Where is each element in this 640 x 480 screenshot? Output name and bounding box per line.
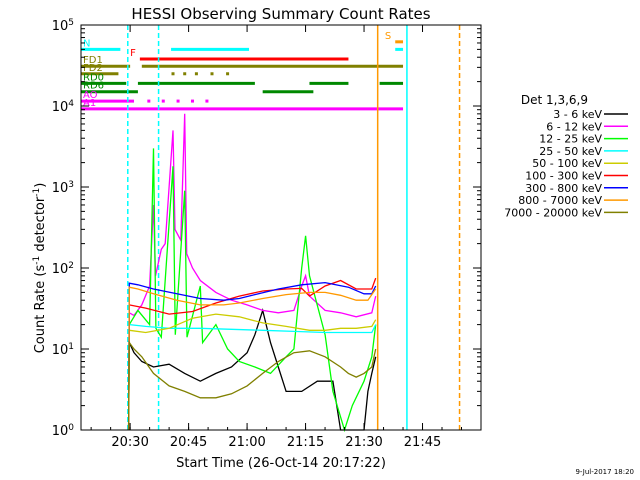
chart-title: HESSI Observing Summary Count Rates [131, 5, 430, 23]
flag-bar-fd2-dot-1 [183, 72, 187, 76]
y-tick-label-5: 105 [52, 18, 74, 34]
legend-entry-0: 3 - 6 keV [553, 108, 602, 121]
flag-bar-fd2-dot-2 [194, 72, 198, 76]
flag-bar-ao-dot-4 [205, 99, 209, 103]
series-line-1 [127, 113, 377, 431]
flag-bar-fd2-dot-0 [171, 72, 175, 76]
series-line-3 [127, 323, 377, 431]
y-axis-label: Count Rate (s-1 detector-1) [32, 183, 48, 354]
plot-frame [80, 24, 482, 431]
series-line-8 [127, 340, 377, 431]
flag-bar-ao-dot-1 [161, 99, 165, 103]
x-tick-label-4: 21:30 [345, 435, 382, 450]
series-line-4 [127, 313, 377, 431]
legend-entry-4: 50 - 100 keV [532, 157, 602, 170]
flag-label-a1: A1 [83, 98, 96, 109]
flag-label-n: N [83, 38, 90, 49]
footer-date: 9-Jul-2017 18:20 [575, 468, 634, 476]
legend-entry-6: 300 - 800 keV [525, 182, 602, 195]
x-tick-label-1: 20:45 [170, 435, 207, 450]
ylabel-superscript-2: -1 [32, 188, 42, 197]
series-line-2 [127, 148, 377, 433]
flag-label-rd0: RD0 [83, 72, 104, 83]
flag-bar-ao-dot-0 [147, 99, 151, 103]
y-tick-label-4: 104 [52, 99, 75, 115]
series-line-7 [127, 286, 377, 431]
flag-bar-ao-dot-2 [176, 99, 180, 103]
flag-label-rd6: RD6 [83, 81, 104, 92]
legend-entry-7: 800 - 7000 keV [518, 194, 602, 207]
x-tick-label-3: 21:15 [287, 435, 324, 450]
legend-title: Det 1,3,6,9 [521, 93, 588, 107]
legend-entry-8: 7000 - 20000 keV [504, 206, 602, 219]
svg-text:Count Rate (s-1 detector-1): Count Rate (s-1 detector-1) [32, 183, 48, 354]
legend-entry-2: 12 - 25 keV [539, 133, 602, 146]
y-tick-label-3: 103 [52, 180, 74, 196]
flag-bar-fd2-dot-3 [210, 72, 214, 76]
x-tick-label-5: 21:45 [404, 435, 441, 450]
legend-entry-3: 25 - 50 keV [539, 145, 602, 158]
x-tick-label-2: 21:00 [228, 435, 265, 450]
x-axis-label: Start Time (26-Oct-14 20:17:22) [176, 456, 386, 471]
flag-bar-ao-dot-3 [191, 99, 195, 103]
legend-entry-1: 6 - 12 keV [546, 120, 602, 133]
y-tick-label-1: 101 [52, 342, 74, 358]
y-tick-label-2: 102 [52, 261, 74, 277]
x-tick-label-0: 20:30 [111, 435, 148, 450]
flag-label-s: S [385, 31, 391, 42]
series-line-6 [127, 281, 377, 431]
flag-label-f: F [130, 48, 136, 59]
flag-label-ao: AO [83, 90, 98, 101]
legend-entry-5: 100 - 300 keV [525, 170, 602, 183]
flag-bar-fd2-dot-4 [226, 72, 230, 76]
flag-label-fd2: FD2 [83, 63, 103, 74]
y-tick-label-0: 100 [52, 423, 75, 439]
ylabel-superscript-1: -1 [32, 256, 42, 265]
flag-label-fd1: FD1 [83, 55, 103, 66]
